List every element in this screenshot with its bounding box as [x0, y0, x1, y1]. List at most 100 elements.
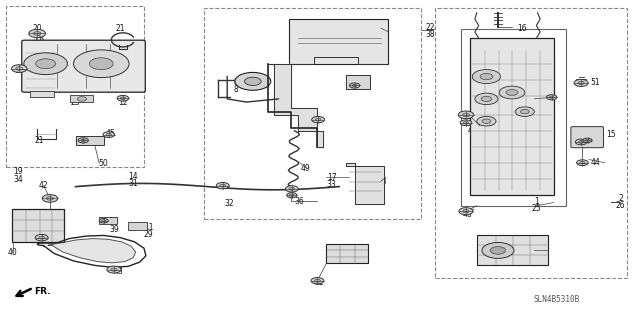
Circle shape [38, 236, 45, 239]
Text: 25: 25 [531, 204, 541, 213]
Text: 21: 21 [116, 24, 125, 33]
Bar [461, 29, 566, 206]
Circle shape [580, 161, 585, 164]
Bar [289, 19, 388, 64]
Text: 49: 49 [301, 164, 311, 173]
Circle shape [106, 133, 111, 136]
Circle shape [90, 58, 113, 70]
Circle shape [475, 93, 498, 105]
Text: SLN4B5310B: SLN4B5310B [534, 295, 580, 304]
Circle shape [515, 107, 534, 116]
Text: 45: 45 [105, 129, 115, 138]
Circle shape [458, 111, 474, 119]
Circle shape [24, 53, 67, 75]
Text: 51: 51 [590, 78, 600, 87]
Circle shape [16, 67, 22, 70]
Text: 47: 47 [33, 220, 44, 229]
Text: 13: 13 [379, 23, 389, 32]
Bar [435, 8, 627, 278]
Text: 17: 17 [326, 173, 337, 182]
Text: 24: 24 [109, 217, 119, 226]
Circle shape [499, 86, 525, 99]
Text: 15: 15 [606, 130, 616, 139]
Circle shape [78, 138, 88, 143]
Circle shape [577, 160, 588, 166]
Text: 34: 34 [13, 175, 23, 184]
Text: 46: 46 [462, 210, 472, 219]
Text: 10: 10 [14, 66, 24, 75]
Text: 9: 9 [364, 82, 369, 91]
Circle shape [574, 79, 588, 86]
Text: 28: 28 [328, 256, 337, 264]
FancyBboxPatch shape [22, 40, 145, 92]
Text: 19: 19 [13, 167, 23, 176]
Circle shape [482, 119, 491, 123]
Text: 2: 2 [618, 194, 623, 203]
Circle shape [460, 120, 472, 126]
Text: 29: 29 [143, 230, 154, 239]
Circle shape [463, 113, 469, 116]
Polygon shape [268, 64, 323, 147]
Bar [477, 235, 548, 265]
Circle shape [481, 96, 492, 101]
Bar [12, 209, 64, 242]
Text: 6: 6 [233, 78, 238, 87]
Text: 20
35: 20 35 [32, 24, 42, 43]
Circle shape [490, 247, 506, 254]
Text: 43: 43 [113, 267, 124, 276]
Circle shape [33, 32, 41, 35]
Bar [76, 136, 104, 145]
Text: 1: 1 [534, 197, 539, 206]
Circle shape [29, 29, 45, 38]
Circle shape [578, 81, 584, 85]
Bar [6, 6, 144, 167]
Circle shape [74, 50, 129, 78]
Circle shape [35, 234, 48, 241]
Circle shape [287, 193, 297, 198]
Text: 37: 37 [308, 116, 319, 125]
Text: 18: 18 [468, 118, 477, 127]
Circle shape [12, 65, 27, 72]
Text: 22: 22 [426, 23, 435, 32]
Text: 39: 39 [109, 225, 119, 234]
Text: 38: 38 [425, 30, 435, 39]
Bar [204, 8, 421, 219]
Circle shape [107, 266, 121, 273]
Text: 8: 8 [233, 85, 238, 94]
Circle shape [480, 73, 493, 80]
Text: 16: 16 [517, 24, 527, 33]
Polygon shape [48, 239, 136, 263]
Circle shape [459, 208, 473, 215]
Circle shape [547, 95, 557, 100]
Circle shape [349, 83, 360, 88]
Circle shape [482, 242, 514, 258]
Text: 31: 31 [128, 179, 138, 188]
Circle shape [315, 279, 321, 282]
Circle shape [472, 70, 500, 84]
Circle shape [216, 182, 229, 189]
Bar [70, 95, 93, 102]
Circle shape [477, 116, 496, 126]
Text: 5: 5 [530, 243, 535, 252]
Text: 11: 11 [144, 223, 153, 232]
Circle shape [111, 268, 117, 271]
Circle shape [463, 122, 468, 124]
Bar [326, 244, 368, 263]
Text: 32: 32 [224, 199, 234, 208]
Circle shape [289, 194, 294, 197]
Text: 44: 44 [590, 158, 600, 167]
Text: 36: 36 [294, 197, 305, 206]
Text: 27: 27 [527, 250, 538, 259]
Text: 40: 40 [8, 248, 18, 256]
Circle shape [352, 84, 357, 87]
Text: 14: 14 [128, 172, 138, 181]
Bar [30, 91, 54, 97]
Text: FR.: FR. [34, 287, 51, 296]
Circle shape [549, 96, 554, 99]
Circle shape [311, 278, 324, 284]
Circle shape [583, 138, 592, 143]
Text: 41: 41 [467, 126, 477, 135]
Text: 21: 21 [35, 136, 44, 145]
Circle shape [77, 97, 86, 101]
Circle shape [315, 118, 321, 121]
